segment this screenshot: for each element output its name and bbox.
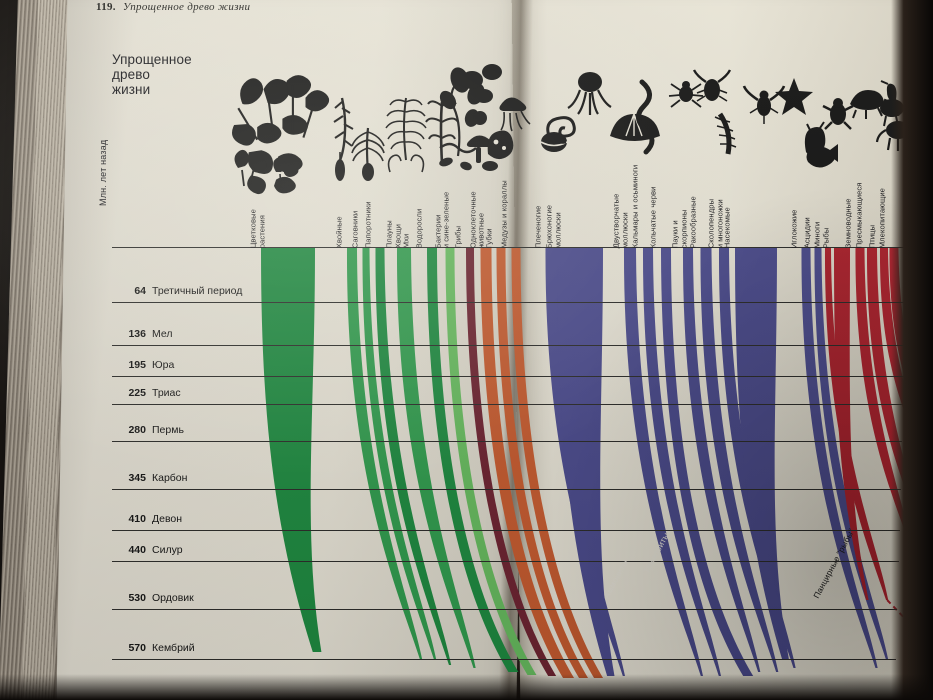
fish-icon bbox=[806, 144, 838, 168]
axis-rule bbox=[112, 530, 900, 531]
bottom-shadow bbox=[0, 674, 933, 700]
lineage-band bbox=[824, 248, 889, 600]
mushroom-icon bbox=[466, 135, 498, 171]
period-value: 195 bbox=[128, 359, 146, 371]
period-value: 570 bbox=[128, 642, 146, 654]
axis-rule bbox=[112, 345, 906, 346]
running-head: 119. Упрощенное древо жизни bbox=[96, 1, 250, 13]
jellyfish-icon bbox=[499, 97, 531, 132]
cycad-icon bbox=[351, 127, 385, 181]
lineage-band bbox=[346, 248, 423, 660]
page-title-line: древо bbox=[112, 67, 150, 82]
lineage-band bbox=[682, 248, 761, 672]
worm-icon bbox=[636, 79, 655, 155]
conifer-icon bbox=[333, 97, 354, 181]
lineage-band bbox=[496, 248, 589, 678]
lineage-band bbox=[623, 248, 704, 676]
silhouette-group bbox=[232, 64, 914, 195]
period-label: Третичный период bbox=[152, 285, 243, 297]
horsetail-icon bbox=[425, 100, 459, 165]
page-title-line: жизни bbox=[112, 82, 151, 97]
period-value: 345 bbox=[128, 472, 146, 484]
period-value: 440 bbox=[128, 544, 146, 556]
protozoa-icon bbox=[461, 64, 502, 125]
fern-icon bbox=[385, 97, 427, 173]
period-label: Пермь bbox=[152, 424, 184, 436]
period-label: Мел bbox=[152, 328, 173, 340]
page-title-line: Упрощенное bbox=[112, 52, 192, 67]
lineage-band bbox=[261, 248, 322, 652]
running-head-title: Упрощенное древо жизни bbox=[122, 1, 251, 13]
lineage-band bbox=[866, 248, 919, 520]
lineage-group-invertebrates bbox=[545, 248, 889, 676]
lineage-band bbox=[855, 248, 911, 540]
lineage-group-protozoa bbox=[480, 248, 604, 678]
lineage-band bbox=[466, 248, 557, 676]
lineage-band bbox=[480, 248, 575, 678]
period-label: Триас bbox=[152, 387, 181, 399]
period-value: 530 bbox=[128, 592, 146, 604]
right-shadow bbox=[891, 0, 933, 700]
lineage-band bbox=[362, 248, 437, 660]
lineage-band bbox=[396, 248, 476, 668]
period-value: 280 bbox=[128, 424, 146, 436]
axis-rule bbox=[112, 404, 904, 405]
lineage-band bbox=[427, 248, 519, 672]
period-label: Девон bbox=[152, 513, 183, 525]
herb-icon bbox=[234, 149, 267, 187]
sponge-icon bbox=[487, 130, 514, 160]
axis-rule bbox=[112, 489, 901, 490]
axis-rule-top bbox=[112, 247, 907, 248]
lineage-band bbox=[834, 248, 869, 600]
lineage-band bbox=[718, 248, 796, 668]
lineage-band bbox=[557, 248, 615, 676]
cephalopod-icon bbox=[567, 72, 612, 115]
period-value: 136 bbox=[128, 328, 146, 340]
lineage-band bbox=[700, 248, 779, 672]
lineage-band bbox=[661, 248, 754, 676]
axis-rule bbox=[112, 561, 899, 562]
sprout-icon bbox=[273, 157, 299, 189]
running-head-number: 119. bbox=[96, 1, 116, 13]
amphibian-icon bbox=[822, 98, 854, 130]
lineage-band bbox=[735, 248, 790, 660]
axis-rule bbox=[112, 441, 903, 442]
lineage-band bbox=[642, 248, 722, 676]
centipede-icon bbox=[714, 112, 737, 155]
bacteria-icon bbox=[439, 142, 477, 171]
lineage-band bbox=[445, 248, 537, 675]
snail-icon bbox=[546, 116, 576, 144]
lineage-group-fungi bbox=[466, 248, 557, 676]
spider-icon bbox=[668, 81, 704, 108]
axis-rule bbox=[112, 659, 897, 660]
crustacean-icon bbox=[692, 69, 732, 102]
lineage-band bbox=[801, 248, 878, 668]
lineage-band bbox=[545, 248, 626, 676]
echinoderm-icon bbox=[775, 78, 813, 115]
axis-rule bbox=[112, 376, 905, 377]
period-label: Силур bbox=[152, 544, 183, 556]
axis-rule bbox=[112, 302, 907, 303]
period-value: 410 bbox=[128, 513, 146, 525]
lineage-band bbox=[375, 248, 452, 665]
period-label: Карбон bbox=[152, 472, 188, 484]
period-value: 64 bbox=[134, 285, 146, 297]
lineage-group-plants bbox=[261, 248, 537, 675]
lineage-band bbox=[879, 248, 918, 440]
lineage-band bbox=[511, 248, 604, 678]
period-label: Юра bbox=[152, 359, 175, 371]
period-label: Ордовик bbox=[152, 592, 194, 604]
period-label: Кембрий bbox=[152, 642, 195, 654]
page-title: Упрощенное древо жизни bbox=[112, 52, 192, 97]
period-value: 225 bbox=[128, 387, 146, 399]
lineage-band bbox=[814, 248, 889, 660]
axis-rule bbox=[112, 609, 898, 610]
insect-icon bbox=[742, 85, 786, 124]
